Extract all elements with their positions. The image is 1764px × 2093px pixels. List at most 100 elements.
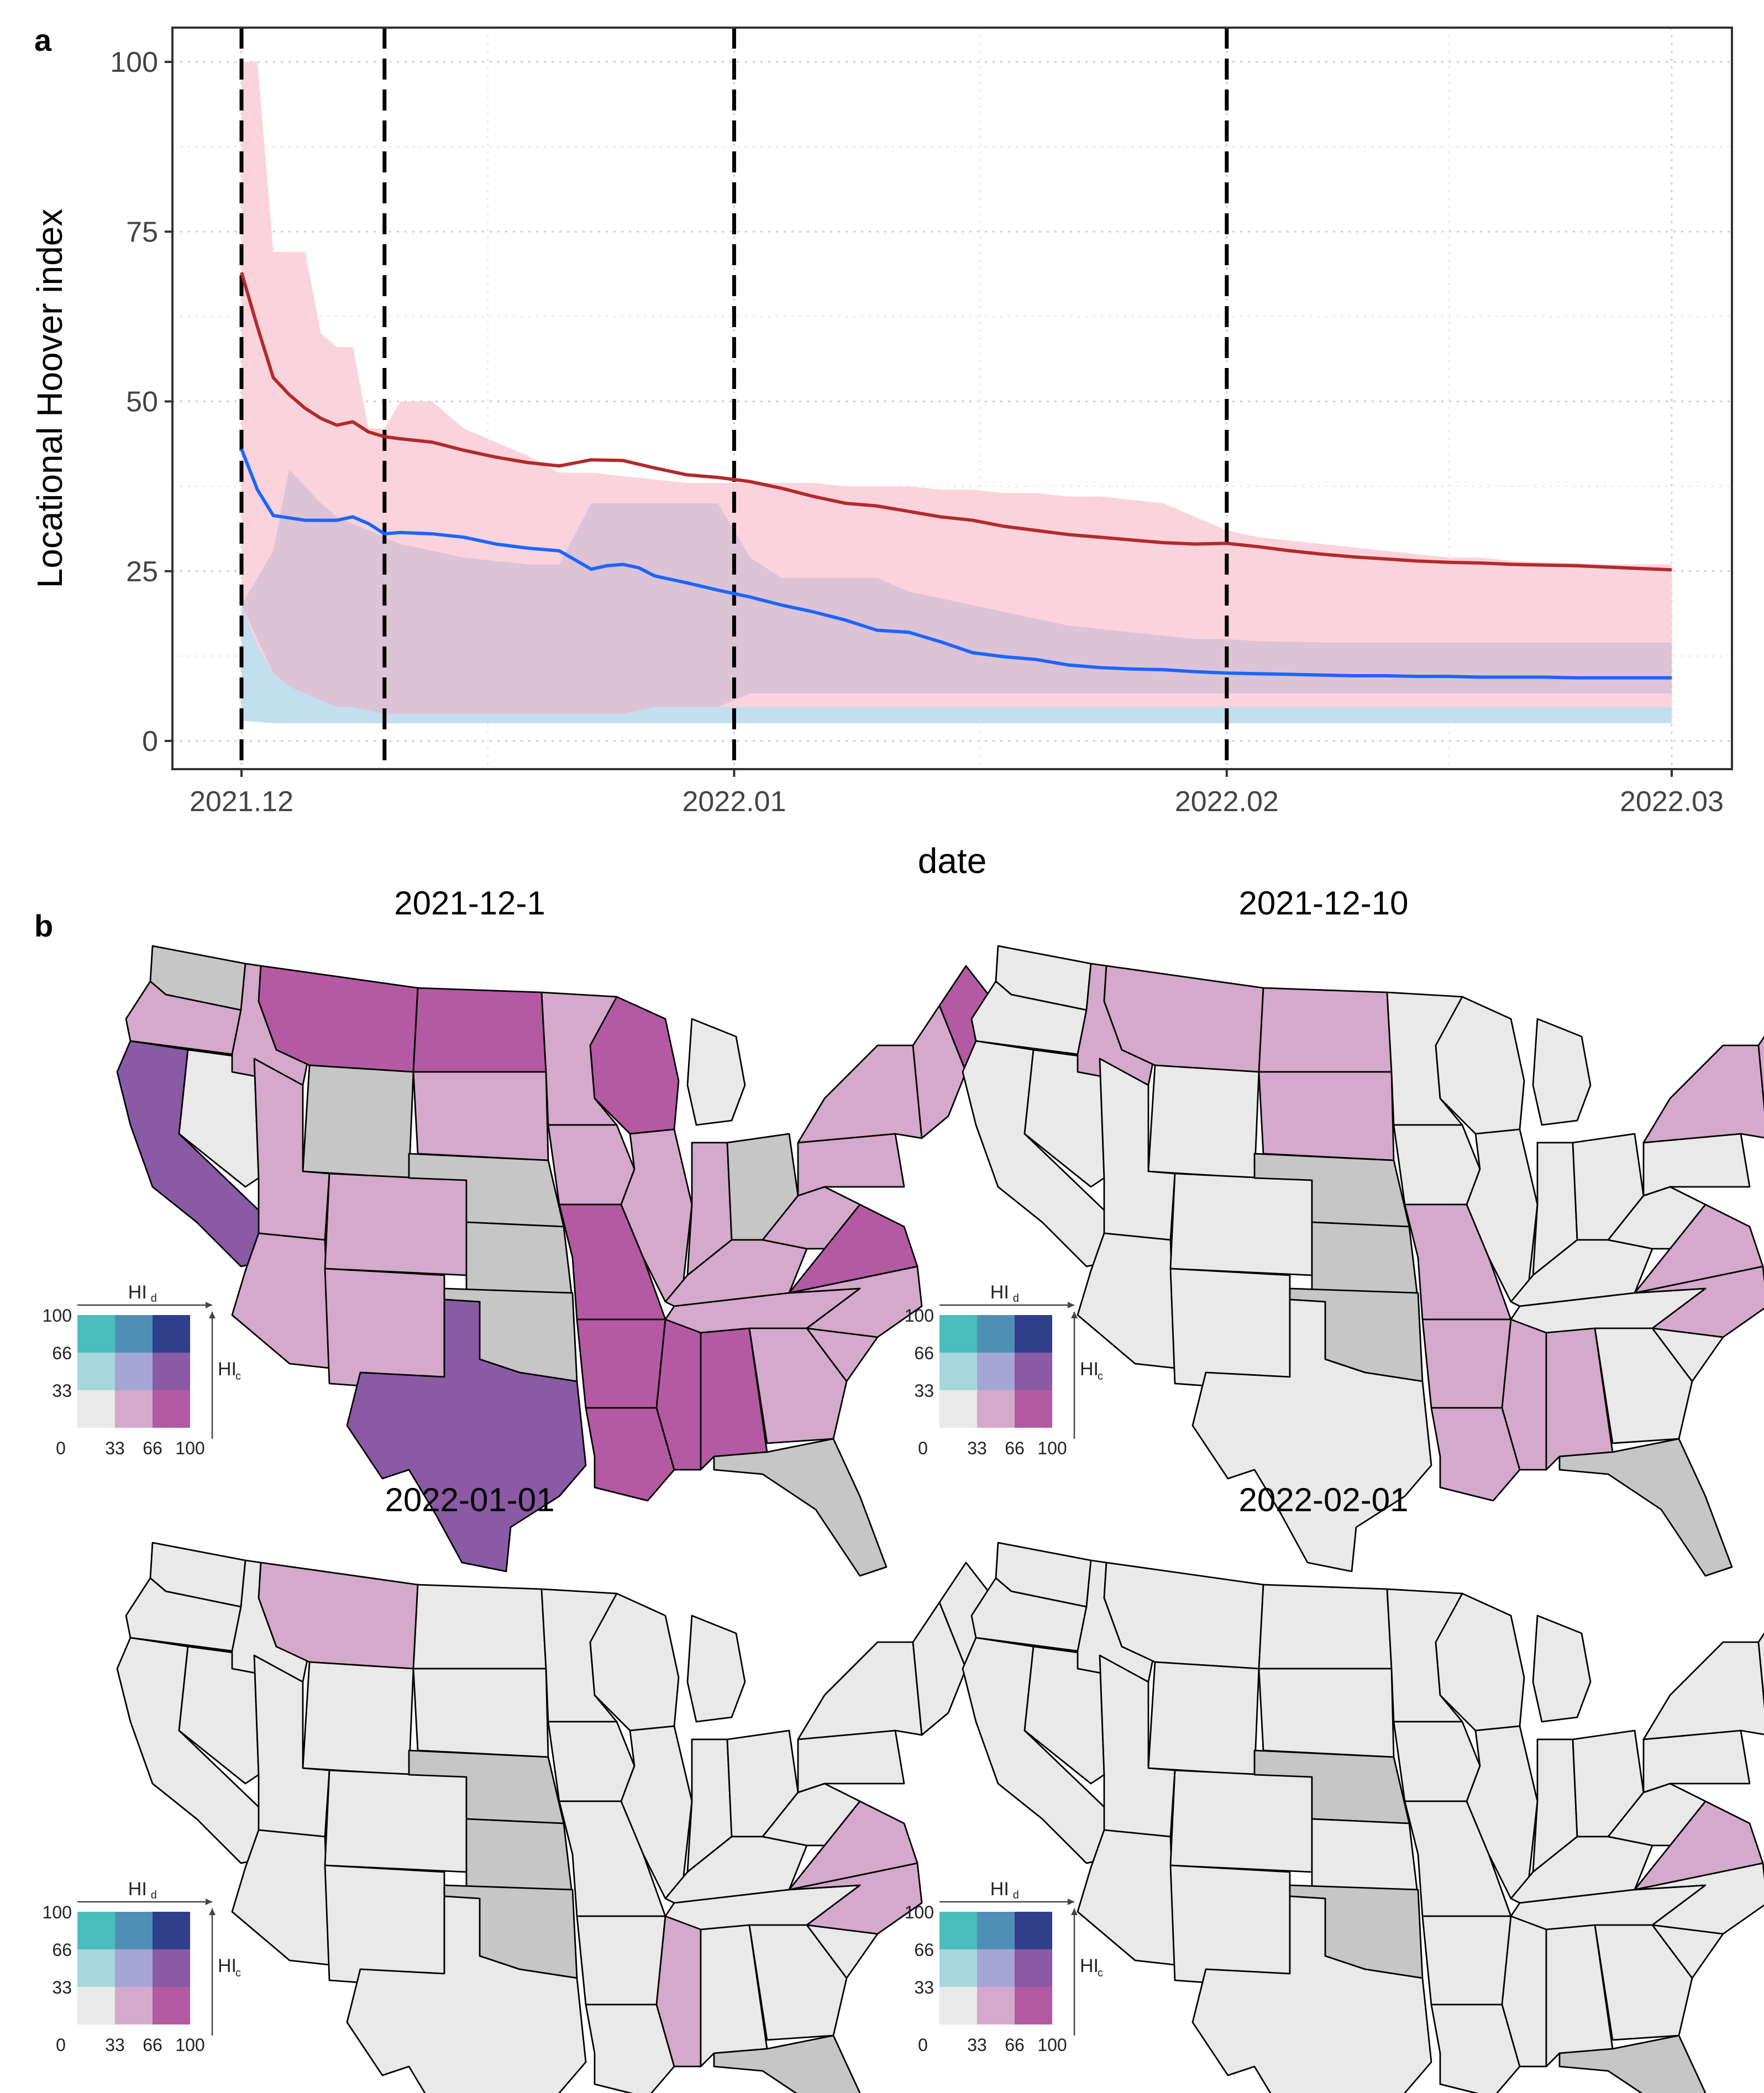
- legend-x-tick: 33: [105, 2035, 125, 2055]
- legend-cell: [153, 1949, 190, 1987]
- legend-cell: [115, 1912, 153, 1949]
- us-map: [116, 945, 998, 1577]
- state-co: [1169, 1172, 1313, 1276]
- legend-hi-c-sub: c: [235, 1370, 241, 1382]
- legend-arrowhead-y: [209, 1312, 216, 1318]
- legend-arrowhead-x: [206, 1302, 212, 1308]
- legend-cell: [939, 1987, 977, 2024]
- state-tx: [1191, 1895, 1432, 2093]
- legend-y-tick: 33: [914, 1381, 934, 1401]
- state-ia: [547, 1721, 636, 1802]
- legend-y-tick: 66: [52, 1940, 72, 1960]
- legend-y-tick: 100: [43, 1306, 72, 1326]
- map-title: 2021-12-10: [1239, 885, 1409, 922]
- legend-cell: [939, 1315, 977, 1353]
- x-axis-ticks: 2021.12 2022.01 2022.02 2022.03: [190, 769, 1724, 818]
- legend-arrowhead-y: [1071, 1908, 1078, 1915]
- state-va: [788, 1800, 918, 1891]
- legend-y-tick: 33: [914, 1978, 934, 1997]
- state-mi: [686, 1018, 746, 1126]
- legend-x-tick: 0: [56, 1438, 66, 1458]
- state-tx: [346, 1895, 587, 2093]
- state-co: [324, 1172, 468, 1276]
- panel-label-a: a: [34, 23, 52, 57]
- state-mi: [1532, 1018, 1592, 1126]
- map-title: 2022-02-01: [1239, 1481, 1409, 1518]
- legend-cell: [77, 1390, 115, 1428]
- state-fl: [713, 1438, 888, 1577]
- legend-hi-c-sub: c: [1098, 1967, 1103, 1979]
- state-fl: [1558, 2034, 1707, 2093]
- legend-cell: [1015, 1390, 1052, 1428]
- state-wy: [302, 1064, 414, 1179]
- legend-hi-d-sub: d: [151, 1889, 157, 1901]
- legend-cell: [939, 1390, 977, 1428]
- y-tick-label: 25: [126, 556, 158, 588]
- plot-border: [171, 27, 1733, 770]
- legend-y-tick: 66: [914, 1940, 934, 1960]
- state-sd: [412, 1071, 549, 1161]
- legend-cell: [939, 1949, 977, 1987]
- state-ga: [1594, 1924, 1693, 2041]
- legend-hi-c-label: HI: [218, 1955, 237, 1976]
- legend-cell: [153, 1315, 190, 1353]
- legend-cell: [115, 1949, 153, 1987]
- legend-x-tick: 66: [143, 1438, 162, 1458]
- legend-hi-d-sub: d: [151, 1292, 157, 1305]
- state-nd: [412, 1584, 547, 1670]
- legend-y-tick: 100: [43, 1902, 72, 1922]
- legend-cell: [77, 1987, 115, 2024]
- legend-x-tick: 66: [1005, 1438, 1025, 1458]
- series-lines: [240, 272, 1672, 680]
- state-va: [1634, 1203, 1764, 1294]
- us-map: [962, 945, 1764, 1577]
- legend-cell: [153, 1390, 190, 1428]
- legend-cell: [115, 1353, 153, 1390]
- legend-x-tick: 100: [1037, 2035, 1067, 2055]
- legend-cell: [977, 1390, 1015, 1428]
- state-ga: [748, 1327, 848, 1444]
- legend-cell: [939, 1353, 977, 1390]
- y-axis-ticks: 0 25 50 75 100: [110, 46, 172, 758]
- state-ar: [576, 1318, 666, 1409]
- state-sd: [1258, 1668, 1395, 1758]
- legend-cell: [153, 1912, 190, 1949]
- y-tick-label: 100: [110, 46, 158, 78]
- legend-cell: [1015, 1987, 1052, 2024]
- legend-cell: [77, 1949, 115, 1987]
- legend-x-tick: 33: [105, 1438, 125, 1458]
- legend-cell: [77, 1315, 115, 1353]
- legend-hi-c-sub: c: [1098, 1370, 1103, 1382]
- state-sd: [412, 1668, 549, 1758]
- state-mi: [686, 1615, 746, 1723]
- state-pa: [797, 1729, 905, 1794]
- state-tx: [346, 1298, 587, 1573]
- state-fl: [1558, 1438, 1733, 1577]
- legend-cell: [977, 1353, 1015, 1390]
- legend-y-tick: 66: [52, 1343, 72, 1363]
- state-mi: [1532, 1615, 1592, 1723]
- x-axis-label: date: [918, 841, 987, 881]
- legend-cell: [939, 1912, 977, 1949]
- legend-y-tick: 33: [52, 1978, 72, 1997]
- x-tick-label: 2021.12: [190, 786, 293, 818]
- y-tick-label: 0: [142, 725, 158, 758]
- legend-x-tick: 33: [967, 2035, 987, 2055]
- legend-cell: [153, 1987, 190, 2024]
- state-az: [1077, 1232, 1176, 1369]
- panel-label-b: b: [34, 908, 53, 943]
- state-az: [231, 1232, 330, 1369]
- state-nm: [324, 1864, 445, 1984]
- legend-cell: [153, 1353, 190, 1390]
- legend-cell: [977, 1315, 1015, 1353]
- state-va: [788, 1203, 918, 1294]
- state-nd: [1258, 1584, 1393, 1670]
- legend-hi-c-sub: c: [235, 1967, 241, 1979]
- state-ne_us: [1757, 1035, 1764, 1112]
- state-ne_us: [1757, 1632, 1764, 1708]
